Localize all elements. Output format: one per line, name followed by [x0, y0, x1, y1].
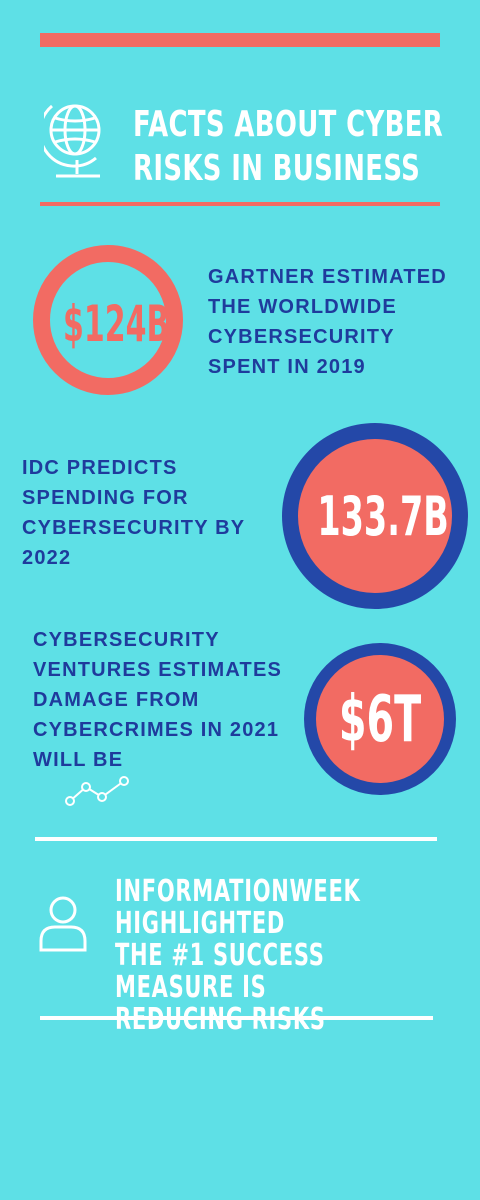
fact-text-2: IDC PREDICTS SPENDING FOR CYBERSECURITY … — [22, 457, 245, 569]
figure-circle-2-fill — [298, 439, 452, 593]
fact-text-3: CYBERSECURITY VENTURES ESTIMATES DAMAGE … — [33, 629, 283, 771]
title-line-2: RISKS IN BUSINESS — [133, 148, 421, 189]
title-line-1: FACTS ABOUT CYBER — [133, 104, 444, 145]
highlight-text: INFORMATIONWEEK HIGHLIGHTED THE #1 SUCCE… — [115, 876, 444, 1036]
figure-circle-3-fill — [316, 655, 444, 783]
globe-icon — [44, 104, 101, 178]
highlight-line-3: REDUCING RISKS — [115, 1004, 444, 1036]
highlight-line-2: THE #1 SUCCESS MEASURE IS — [115, 938, 325, 1005]
section-divider-2 — [40, 1016, 433, 1020]
user-icon — [39, 896, 87, 952]
figure-value-3: $6T — [338, 683, 422, 757]
figure-value-2: 133.7B — [317, 485, 449, 548]
page-title: FACTS ABOUT CYBER RISKS IN BUSINESS — [133, 103, 444, 191]
title-divider — [40, 202, 440, 206]
fact-text-1: GARTNER ESTIMATED THE WORLDWIDE CYBERSEC… — [208, 266, 447, 378]
trend-line-icon — [65, 776, 129, 806]
section-divider-1 — [35, 837, 437, 841]
highlight-line-1: INFORMATIONWEEK HIGHLIGHTED — [115, 874, 361, 941]
figure-value-1: $124B — [63, 295, 170, 353]
top-accent-bar — [40, 33, 440, 47]
